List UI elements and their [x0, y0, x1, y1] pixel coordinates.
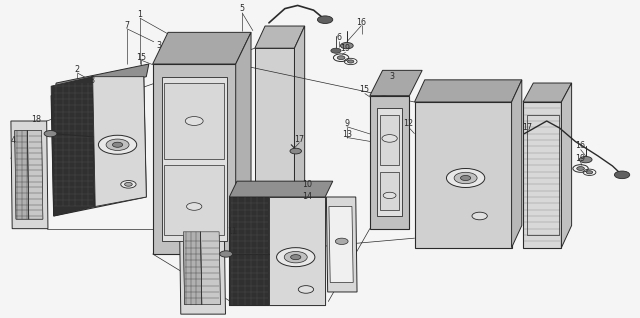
Polygon shape [511, 80, 522, 248]
Polygon shape [164, 165, 224, 235]
Circle shape [586, 171, 593, 174]
Text: 2: 2 [75, 65, 80, 74]
Text: 7: 7 [124, 21, 129, 30]
Circle shape [614, 171, 630, 179]
Text: 18: 18 [31, 115, 41, 124]
Circle shape [186, 203, 202, 210]
Circle shape [579, 156, 592, 163]
Text: 3: 3 [157, 41, 161, 50]
Polygon shape [229, 181, 333, 197]
Polygon shape [11, 121, 48, 229]
Polygon shape [54, 64, 149, 96]
Polygon shape [326, 197, 357, 292]
Polygon shape [236, 32, 251, 254]
Polygon shape [269, 197, 325, 305]
Circle shape [291, 255, 301, 260]
Polygon shape [380, 115, 399, 165]
Polygon shape [229, 197, 269, 305]
Polygon shape [380, 172, 399, 210]
Text: 19: 19 [340, 44, 351, 53]
Text: 9: 9 [344, 119, 349, 128]
Polygon shape [93, 77, 147, 206]
Polygon shape [294, 26, 305, 229]
Polygon shape [28, 130, 43, 219]
Polygon shape [164, 83, 224, 159]
Circle shape [461, 176, 470, 181]
Text: 10: 10 [302, 180, 312, 190]
Polygon shape [200, 232, 220, 305]
Polygon shape [153, 32, 251, 64]
Text: 16: 16 [575, 141, 586, 150]
Circle shape [276, 248, 315, 267]
Polygon shape [255, 26, 305, 48]
Polygon shape [415, 80, 522, 102]
Circle shape [317, 16, 333, 24]
Text: 13: 13 [342, 130, 352, 139]
Text: 17: 17 [294, 135, 305, 144]
Text: 17: 17 [522, 123, 532, 132]
Circle shape [113, 142, 123, 147]
Circle shape [298, 286, 314, 293]
Text: 15: 15 [136, 52, 147, 62]
Text: 11: 11 [227, 227, 237, 236]
Polygon shape [183, 232, 202, 305]
Text: 5: 5 [239, 4, 244, 13]
Polygon shape [179, 222, 225, 314]
Circle shape [44, 130, 57, 137]
Polygon shape [378, 108, 402, 216]
Circle shape [185, 117, 203, 125]
Circle shape [125, 183, 132, 186]
Polygon shape [523, 83, 572, 102]
Circle shape [577, 167, 584, 170]
Circle shape [106, 139, 129, 150]
Text: 19: 19 [575, 154, 586, 163]
Circle shape [284, 252, 307, 263]
Polygon shape [561, 83, 572, 248]
Text: 16: 16 [356, 18, 367, 27]
Circle shape [337, 56, 345, 59]
Polygon shape [15, 130, 29, 219]
Polygon shape [523, 102, 561, 248]
Circle shape [290, 148, 301, 154]
Circle shape [220, 251, 232, 257]
Polygon shape [15, 130, 43, 219]
Polygon shape [229, 197, 325, 305]
Circle shape [447, 169, 484, 188]
Circle shape [335, 238, 348, 245]
Polygon shape [183, 232, 220, 305]
Text: 12: 12 [403, 119, 413, 128]
Circle shape [382, 135, 397, 142]
Circle shape [383, 192, 396, 198]
Text: 3: 3 [389, 72, 394, 80]
Polygon shape [255, 48, 294, 229]
Polygon shape [153, 64, 236, 254]
Text: 8: 8 [90, 76, 95, 85]
Text: 1: 1 [138, 10, 143, 19]
Circle shape [454, 172, 477, 184]
Text: 14: 14 [302, 192, 312, 202]
Text: 4: 4 [11, 135, 16, 144]
Polygon shape [415, 102, 511, 248]
Circle shape [348, 60, 354, 63]
Polygon shape [329, 206, 353, 282]
Polygon shape [162, 77, 227, 241]
Circle shape [472, 212, 487, 220]
Polygon shape [51, 77, 147, 216]
Circle shape [121, 181, 136, 188]
Polygon shape [370, 96, 410, 229]
Circle shape [99, 135, 137, 154]
Text: 6: 6 [337, 33, 342, 42]
Polygon shape [370, 70, 422, 96]
Circle shape [340, 43, 353, 49]
Circle shape [331, 48, 341, 53]
Polygon shape [51, 77, 95, 216]
Text: 15: 15 [360, 86, 370, 94]
